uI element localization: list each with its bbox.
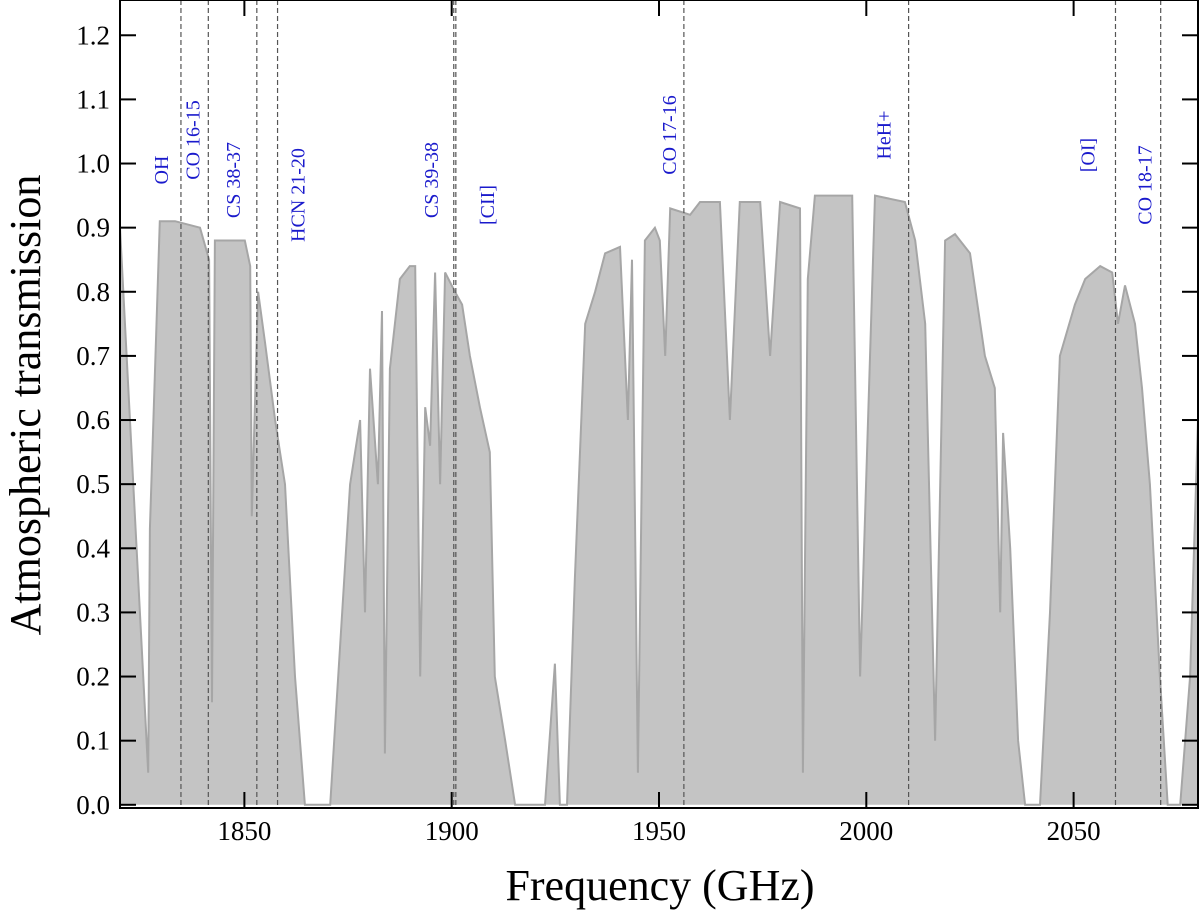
y-tick-label: 0.0 bbox=[76, 790, 110, 820]
y-tick-label: 0.7 bbox=[76, 341, 110, 371]
line-label: [CII] bbox=[477, 185, 499, 225]
line-label: HeH+ bbox=[874, 110, 896, 159]
x-tick-label: 1950 bbox=[632, 816, 686, 846]
line-label: OH bbox=[151, 156, 173, 185]
line-label: CO 17-16 bbox=[659, 95, 681, 174]
line-label: CS 39-38 bbox=[421, 142, 443, 218]
y-tick-label: 0.3 bbox=[76, 597, 110, 627]
y-tick-label: 0.2 bbox=[76, 662, 110, 692]
line-label: [OI] bbox=[1077, 138, 1099, 172]
y-tick-label: 1.2 bbox=[76, 20, 110, 50]
y-axis-label: Atmospheric transmission bbox=[1, 175, 50, 636]
y-tick-label: 0.1 bbox=[76, 726, 110, 756]
x-tick-label: 2000 bbox=[839, 816, 893, 846]
y-tick-label: 1.0 bbox=[76, 149, 110, 179]
line-label: CO 18-17 bbox=[1135, 145, 1157, 224]
y-tick-label: 0.8 bbox=[76, 277, 110, 307]
x-tick-label: 1850 bbox=[217, 816, 271, 846]
y-tick-label: 1.1 bbox=[76, 84, 110, 114]
y-tick-label: 0.5 bbox=[76, 469, 110, 499]
x-tick-label: 1900 bbox=[425, 816, 479, 846]
x-axis-label: Frequency (GHz) bbox=[505, 861, 814, 910]
line-label: CO 16-15 bbox=[182, 100, 204, 179]
transmission-edge bbox=[119, 194, 1199, 806]
line-label: CS 38-37 bbox=[223, 142, 245, 218]
y-tick-label: 0.6 bbox=[76, 405, 110, 435]
y-tick-label: 0.9 bbox=[76, 213, 110, 243]
transmission-area bbox=[120, 195, 1198, 805]
y-tick-label: 0.4 bbox=[76, 533, 110, 563]
x-tick-label: 2050 bbox=[1047, 816, 1101, 846]
line-label: HCN 21-20 bbox=[288, 148, 310, 242]
